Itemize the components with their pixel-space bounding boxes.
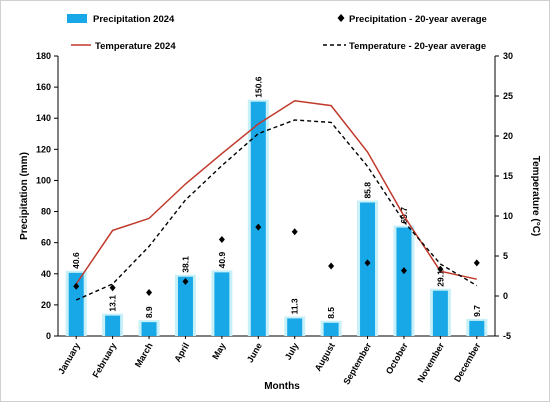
y2-tick-label: -5 [503,331,511,341]
bar-value-label: 11.3 [290,298,300,314]
legend-label-precipitation-avg: Precipitation - 20-year average [349,14,487,25]
precipitation-avg-marker [109,284,116,292]
precipitation-bar [396,227,412,336]
precipitation-bar [177,276,193,336]
bar-value-label: 40.9 [217,252,227,269]
y2-axis-title: Temperature (°C) [530,156,541,237]
bar-value-label: 40.6 [71,252,81,269]
x-tick-label: April [172,341,191,364]
precipitation-avg-marker [400,267,407,275]
precipitation-avg-marker [437,265,444,273]
y2-tick-label: 5 [503,251,508,261]
legend: Precipitation 2024 Precipitation - 20-ye… [67,14,487,52]
x-tick-label: January [56,341,82,376]
y2-tick-label: 20 [503,131,513,141]
legend-label-precipitation-2024: Precipitation 2024 [93,14,175,25]
legend-label-temperature-2024: Temperature 2024 [95,41,176,52]
bar-value-label: 29.1 [435,270,445,287]
x-tick-label: November [415,341,446,385]
legend-swatch-precipitation-avg [337,14,345,22]
y-tick-label: 140 [36,113,51,123]
y2-tick-label: 0 [503,291,508,301]
y-axis-title: Precipitation (mm) [19,152,30,240]
temperature-avg-line [75,119,478,301]
precipitation-bar [141,322,157,336]
x-tick-label: October [384,341,410,376]
precipitation-avg-marker [218,236,225,244]
precipitation-avg-marker [182,278,189,286]
bar-value-label: 9.7 [472,305,482,317]
precipitation-bar [68,272,84,336]
x-tick-label: December [452,341,483,384]
x-tick-label: July [283,341,301,362]
legend-label-temperature-avg: Temperature - 20-year average [349,41,486,52]
bar-value-label: 85.8 [363,182,373,199]
precipitation-bar [250,101,266,336]
x-axis-title: Months [264,381,300,392]
y2-tick-label: 30 [503,51,513,61]
y-tick-label: 40 [41,269,51,279]
y-tick-label: 20 [41,300,51,310]
plot-area: 0 20 40 60 80 100 120 140 160 180 -5 0 5 10 15 20 25 30 40… [36,51,513,386]
precipitation-bar [469,320,485,336]
bar-value-label: 8.5 [326,307,336,319]
y2-tick-label: 15 [503,171,513,181]
y-tick-label: 120 [36,144,51,154]
legend-swatch-precipitation-2024 [67,14,87,23]
bar-value-label: 8.9 [144,306,154,318]
bar-value-label: 38.1 [180,256,190,273]
precipitation-bar [214,272,230,336]
x-tick-label: February [90,341,118,379]
precipitation-bar [323,322,339,336]
precipitation-bar [287,318,303,336]
precipitation-bar [432,290,448,336]
temperature-2024-line [75,100,477,285]
x-tick-label: May [210,341,227,361]
precipitation-bar [105,315,121,336]
x-tick-label: August [313,341,337,373]
x-tick-label: March [133,341,155,369]
y2-tick-label: 10 [503,211,513,221]
precipitation-avg-marker [473,259,480,267]
precipitation-avg-marker [146,288,153,296]
y-tick-label: 180 [36,51,51,61]
y-tick-label: 80 [41,207,51,217]
precipitation-bar [360,202,376,336]
precipitation-avg-marker [291,228,298,236]
y-tick-label: 60 [41,238,51,248]
precipitation-avg-marker [364,259,371,267]
precipitation-avg-marker [328,262,335,270]
x-tick-label: September [341,341,373,387]
y-tick-label: 100 [36,175,51,185]
y2-tick-label: 25 [503,91,513,101]
bar-value-label: 13.1 [108,295,118,312]
y-tick-label: 160 [36,82,51,92]
x-tick-label: June [245,341,264,364]
precipitation-avg-marker [73,282,80,290]
bar-value-label: 150.6 [253,76,263,98]
y-tick-label: 0 [46,331,51,341]
